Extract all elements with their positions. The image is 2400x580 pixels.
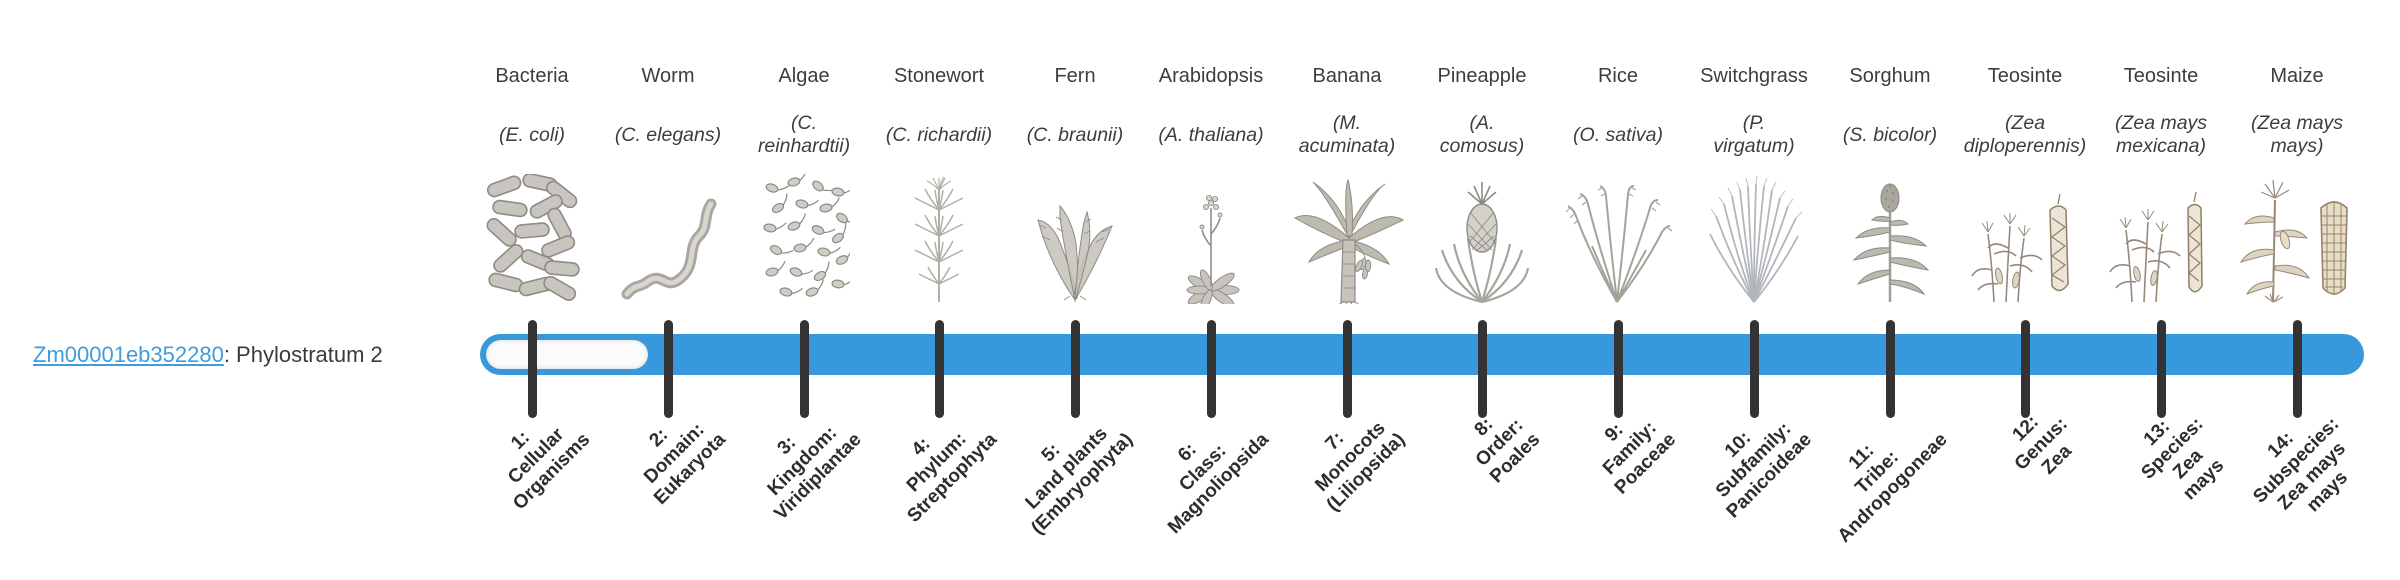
stonewort-illustration (869, 172, 1009, 304)
tick-mark-12 (2021, 320, 2030, 418)
organism-name: Bacteria (495, 65, 569, 87)
organism-scientific-name: (Zea mays mays) (2250, 112, 2344, 157)
organism-name: Switchgrass (1700, 65, 1808, 87)
organism-column-banana: Banana (M. acuminata) (1277, 0, 1417, 310)
organism-name: Banana (1312, 65, 1382, 87)
organism-column-algae: Algae (C. reinhardtii) (734, 0, 874, 310)
organism-name: Pineapple (1437, 65, 1527, 87)
tick-mark-11 (1886, 320, 1895, 418)
organism-name: Fern (1054, 65, 1096, 87)
organism-column-fern: Fern (C. braunii) (1005, 0, 1145, 310)
organism-column-worm: Worm (C. elegans) (598, 0, 738, 310)
organism-scientific-name: (S. bicolor) (1842, 123, 1938, 146)
organism-column-rice: Rice (O. sativa) (1548, 0, 1688, 310)
gene-label: Zm00001eb352280: Phylostratum 2 (33, 341, 383, 368)
sorghum-illustration (1820, 172, 1960, 304)
organism-scientific-name: (C. braunii) (1026, 123, 1124, 146)
organism-scientific-name: (C. reinhardtii) (757, 112, 851, 157)
organism-column-sorghum: Sorghum (S. bicolor) (1820, 0, 1960, 310)
maize-illustration (2227, 172, 2367, 304)
organism-column-teosinte-diploperennis: Teosinte (Zea diploperennis) (1955, 0, 2095, 310)
organism-name: Rice (1597, 65, 1638, 87)
organism-column-maize: Maize (Zea mays mays) (2227, 0, 2367, 310)
organism-name: Algae (778, 65, 830, 87)
organism-scientific-name: (O. sativa) (1573, 123, 1663, 146)
gene-phylostratum-text: : Phylostratum 2 (223, 342, 383, 367)
tick-mark-7 (1343, 320, 1352, 418)
tick-mark-4 (935, 320, 944, 418)
organism-name: Teosinte (2123, 65, 2199, 87)
fern-illustration (1005, 172, 1145, 304)
banana-illustration (1277, 172, 1417, 304)
organism-scientific-name: (C. richardii) (885, 123, 993, 146)
tick-mark-10 (1750, 320, 1759, 418)
algae-illustration (734, 172, 874, 304)
switchgrass-illustration (1684, 172, 1824, 304)
organism-column-pineapple: Pineapple (A. comosus) (1412, 0, 1552, 310)
organism-scientific-name: (C. elegans) (614, 123, 722, 146)
teosinte-mexicana-illustration (2091, 172, 2231, 304)
timeline-bar (480, 334, 2364, 375)
organism-name: Sorghum (1849, 65, 1931, 87)
organism-name: Teosinte (1987, 65, 2063, 87)
organism-scientific-name: (P. virgatum) (1713, 112, 1795, 157)
organism-scientific-name: (E. coli) (498, 123, 566, 146)
organism-scientific-name: (M. acuminata) (1298, 112, 1396, 157)
organism-name: Worm (641, 65, 695, 87)
pineapple-illustration (1412, 172, 1552, 304)
tick-mark-8 (1478, 320, 1487, 418)
organism-name: Stonewort (893, 65, 985, 87)
organism-column-bacteria: Bacteria (E. coli) (462, 0, 602, 310)
bacteria-illustration (462, 172, 602, 304)
organism-column-switchgrass: Switchgrass (P. virgatum) (1684, 0, 1824, 310)
gene-link[interactable]: Zm00001eb352280 (33, 342, 224, 367)
tick-mark-14 (2293, 320, 2302, 418)
organism-scientific-name: (Zea mays mexicana) (2114, 112, 2208, 157)
tick-mark-3 (800, 320, 809, 418)
teosinte-diploperennis-illustration (1955, 172, 2095, 304)
organism-name: Arabidopsis (1158, 65, 1264, 87)
tick-mark-1 (528, 320, 537, 418)
organism-scientific-name: (Zea diploperennis) (1963, 112, 2087, 157)
tick-mark-13 (2157, 320, 2166, 418)
organism-column-stonewort: Stonewort (C. richardii) (869, 0, 1009, 310)
organism-column-arabidopsis: Arabidopsis (A. thaliana) (1141, 0, 1281, 310)
rice-illustration (1548, 172, 1688, 304)
organism-name: Maize (2270, 65, 2324, 87)
tick-mark-2 (664, 320, 673, 418)
tick-mark-5 (1071, 320, 1080, 418)
tick-mark-6 (1207, 320, 1216, 418)
tick-mark-9 (1614, 320, 1623, 418)
organism-column-teosinte-mexicana: Teosinte (Zea mays mexicana) (2091, 0, 2231, 310)
arabidopsis-illustration (1141, 172, 1281, 304)
organism-scientific-name: (A. comosus) (1439, 112, 1525, 157)
worm-illustration (598, 172, 738, 304)
timeline-bar-unfilled-segment (486, 340, 648, 369)
organism-scientific-name: (A. thaliana) (1158, 123, 1264, 146)
